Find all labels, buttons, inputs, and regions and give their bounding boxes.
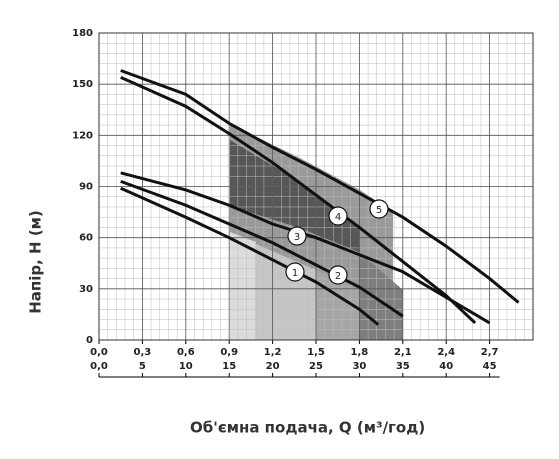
x2-tick-label: 20 — [266, 361, 280, 372]
curve — [120, 179, 404, 318]
curve — [120, 171, 491, 325]
x-tick-label: 1,8 — [351, 347, 369, 358]
y-tick-label: 150 — [72, 79, 93, 90]
x2-tick-label: 45 — [483, 361, 497, 372]
zone — [230, 140, 359, 252]
x-tick-label: 2,4 — [437, 347, 455, 358]
curve-label: 4 — [335, 212, 341, 223]
x2-tick-label: 40 — [439, 361, 453, 372]
grid — [98, 32, 533, 341]
curve-badge — [328, 265, 348, 285]
curve — [120, 75, 477, 325]
x2-tick-label: 25 — [309, 361, 323, 372]
curve — [120, 69, 520, 304]
y-tick-label: 30 — [79, 284, 93, 295]
curve-badge — [287, 226, 307, 246]
x-tick-label: 0,6 — [177, 347, 195, 358]
plot-frame — [98, 32, 534, 341]
x-tick-label: 0,0 — [90, 347, 108, 358]
x2-tick-label: 30 — [352, 361, 366, 372]
curve-label: 2 — [335, 271, 341, 282]
zones — [230, 124, 403, 340]
curve — [120, 186, 380, 326]
x2-tick-label: 5 — [139, 361, 146, 372]
x-tick-label: 2,7 — [481, 347, 499, 358]
curve-label: 3 — [294, 232, 300, 243]
curve-label: 5 — [376, 205, 382, 216]
x-tick-label: 2,1 — [394, 347, 412, 358]
curve-label: 1 — [292, 268, 298, 279]
y-tick-label: 90 — [79, 182, 93, 193]
x2-tick-label: 10 — [179, 361, 193, 372]
y-axis-label: Напір, H (м) — [27, 210, 45, 314]
curve-badge — [328, 206, 348, 226]
y-tick-label: 120 — [72, 130, 93, 141]
x-tick-label: 0,9 — [220, 347, 238, 358]
curve-badge — [285, 262, 305, 282]
x-axis-label: Об'ємна подача, Q (м³/год) — [190, 419, 425, 437]
x2-tick-label: 35 — [396, 361, 410, 372]
curve-badge — [369, 199, 389, 219]
y-tick-label: 0 — [86, 335, 93, 346]
x-tick-label: 1,2 — [264, 347, 282, 358]
x2-tick-label: 15 — [222, 361, 236, 372]
x-tick-label: 0,3 — [134, 347, 152, 358]
y-tick-label: 60 — [79, 233, 93, 244]
x-tick-label: 1,5 — [307, 347, 325, 358]
x2-tick-label: 0,0 — [90, 361, 108, 372]
curves: 1 2 3 4 5 — [120, 69, 520, 326]
y-tick-label: 180 — [72, 28, 93, 39]
zone — [230, 232, 256, 340]
